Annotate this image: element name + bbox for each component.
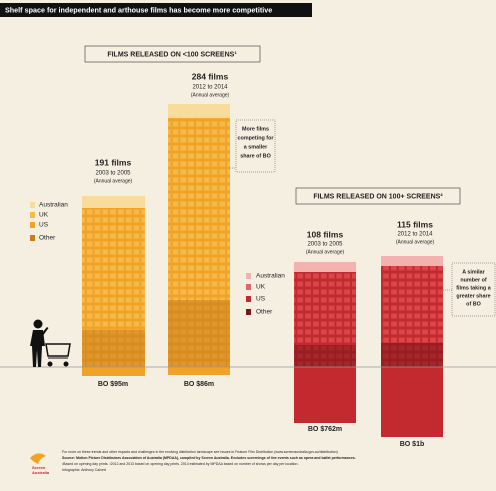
legend-label: US [39,222,49,229]
stack-australian [381,256,443,266]
film-count: 284 films [192,71,229,81]
film-count: 108 films [307,229,344,239]
title: Shelf space for independent and arthouse… [5,5,272,14]
callout: competing for [238,135,275,141]
bo-bar [381,367,443,437]
stack-other [168,300,230,367]
stack-australian [82,196,145,208]
heading-box [295,187,461,205]
footer-line: For more on these trends and other impac… [62,450,338,454]
callout: number of [460,277,487,283]
person-icon [30,319,71,367]
period: 2012 to 2014 [397,232,433,238]
legend-label: UK [256,284,266,291]
note: (Annual average) [396,239,435,245]
box-office: BO $95m [98,381,128,388]
callout-box [451,262,496,317]
callout: A similar [462,269,485,275]
callout: films taking a [456,285,491,291]
legend-label: Australian [39,202,68,209]
logo: Screen Australia [30,453,50,475]
stack-other [82,330,145,367]
stack-australian [294,262,356,272]
legend-label: Other [39,235,56,242]
legend-label: US [256,296,266,303]
period: 2003 to 2005 [307,242,343,248]
heading: FILMS RELEASED ON 100+ SCREENS² [313,193,443,200]
legend-label: UK [39,212,49,219]
box-office: BO $762m [308,426,342,433]
callout: a smaller [244,144,268,150]
callout: share of BO [240,153,271,159]
logo-mark [30,453,46,464]
footer-line: ¹Based on opening day prints. ²2012 and … [62,462,298,466]
note: (Annual average) [191,92,230,98]
legend-swatch [246,296,251,302]
bo-bar [168,367,230,375]
callout: greater share [456,293,490,299]
stack-other [381,343,443,367]
legend-swatch [30,222,35,228]
legend-swatch [30,212,35,218]
bo-bar [294,367,356,423]
box-office: BO $86m [184,381,214,388]
film-count: 115 films [397,219,433,229]
box-office: BO $1b [400,441,425,448]
note: (Annual average) [306,249,345,255]
logo-text: Australia [32,470,50,475]
callout: of BO [466,301,481,307]
legend-swatch [246,284,251,290]
title-bar [0,3,312,17]
heading-box [84,45,261,63]
legend: Australian UK US Other [30,202,68,242]
legend: Australian UK US Other [246,273,285,316]
legend-swatch [246,273,251,279]
logo-text: Screen [32,465,46,470]
footer-line: Infographic: Anthony Calvert [62,468,106,472]
stack-other [294,345,356,367]
stack-australian [168,104,230,118]
period: 2012 to 2014 [192,85,228,91]
legend-swatch [246,309,251,315]
footer-line: Source: Motion Picture Distributors Asso… [62,456,356,460]
legend-swatch [30,202,35,208]
legend-label: Australian [256,273,285,280]
film-count: 191 films [95,157,132,167]
callout-box [235,119,276,173]
period: 2003 to 2005 [95,171,131,177]
callout: More films [242,126,269,132]
note: (Annual average) [94,178,133,184]
heading: FILMS RELEASED ON <100 SCREENS¹ [107,51,237,58]
legend-label: Other [256,309,273,316]
bo-bar [82,367,145,376]
legend-swatch [30,235,35,241]
